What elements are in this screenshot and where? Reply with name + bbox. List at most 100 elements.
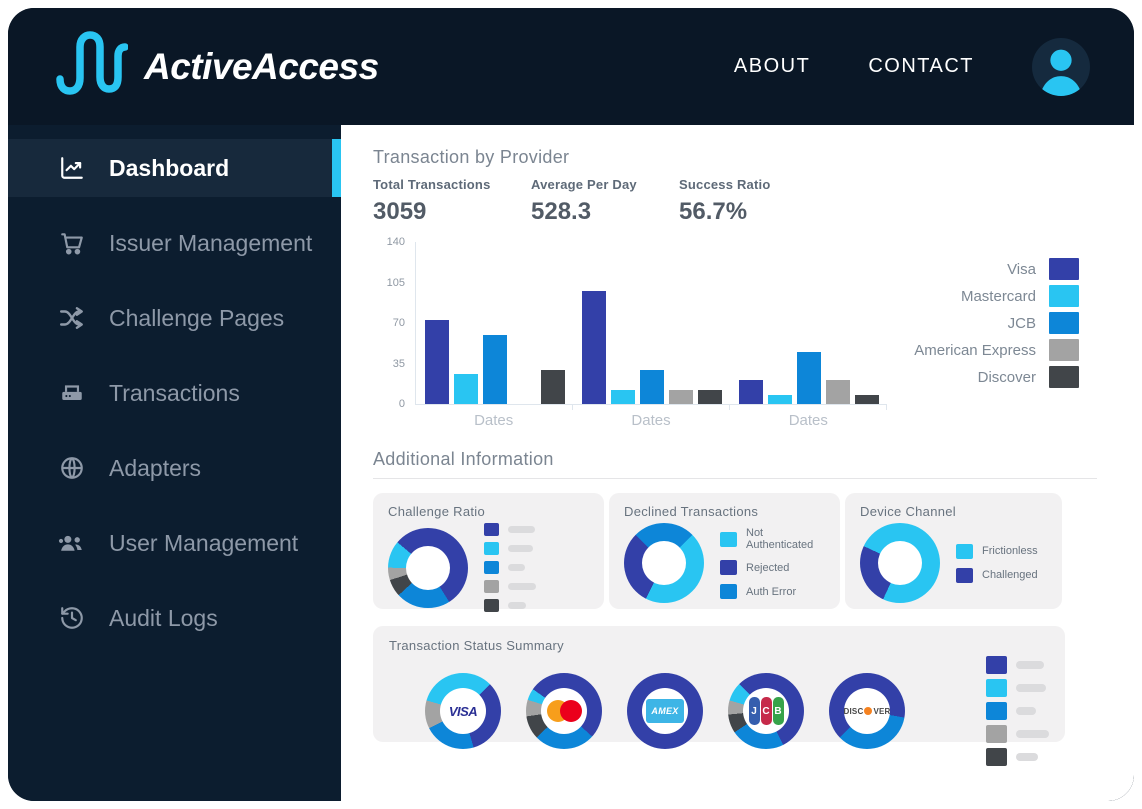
legend-swatch [720,560,737,575]
legend-item: Discover [978,366,1079,388]
sidebar-item-adapters[interactable]: Adapters [8,439,341,497]
brand[interactable]: ActiveAccess [52,27,379,106]
user-avatar[interactable] [1032,37,1090,96]
legend-swatch [720,584,737,599]
legend-item: Frictionless [956,543,1038,559]
axis-tick [571,404,573,410]
bar-jcb [482,334,507,404]
stats-row: Total Transactions 3059 Average Per Day … [373,177,1097,226]
donut-hole [642,541,686,585]
donut-hole: AMEX [642,688,688,734]
donut-hole [878,541,922,585]
legend-placeholder-bar [1016,684,1046,692]
nav-link-about[interactable]: ABOUT [733,55,811,77]
skeleton-legend-item [484,523,536,536]
skeleton-legend-item [484,580,536,593]
legend-swatch [484,599,499,612]
legend-item: Not Authenticated [720,527,825,551]
legend-label: Not Authenticated [746,527,814,551]
stat-value: 3059 [373,198,427,225]
axis-tick [886,404,887,410]
sidebar-item-dashboard[interactable]: Dashboard [8,139,341,197]
mastercard-logo [546,700,582,722]
legend-swatch [720,531,737,547]
skeleton-legend-item [986,679,1049,697]
y-axis-tick-label: 70 [392,317,405,329]
legend-label: Discover [977,368,1036,386]
brand-name: ActiveAccess [144,45,379,87]
amex-status-donut-chart: AMEX [627,673,703,749]
sidebar-item-challenge-pages[interactable]: Challenge Pages [8,289,341,347]
bar-discover [540,370,565,404]
legend-swatch [1049,339,1079,361]
sidebar-item-label: Transactions [109,379,240,406]
skeleton-legend-item [986,702,1049,720]
skeleton-legend-item [986,656,1049,674]
card-title: Transaction Status Summary [389,638,564,653]
nav-links: ABOUT CONTACT [733,37,1090,96]
legend-swatch [484,580,499,593]
nav-link-contact[interactable]: CONTACT [868,55,974,77]
donut-hole [541,688,587,734]
card-challenge-ratio: Challenge Ratio [373,493,604,612]
main-content: Transaction by Provider Total Transactio… [341,125,1134,801]
sidebar-item-label: Dashboard [109,154,230,181]
x-axis-label: Dates [631,412,671,429]
legend-item: Visa [1007,258,1079,280]
bar-chart: 0 35 70 105 140 Dates Dates Dates Visa Masterca… [373,236,1097,429]
stat-label: Success Ratio [679,177,771,192]
donut-hole: J C B [743,688,789,734]
donut-hole [406,545,450,590]
card-title: Device Channel [860,504,956,519]
users-icon [58,530,85,557]
sidebar: Dashboard Issuer Management Challenge Pa… [8,125,341,801]
sidebar-item-issuer-management[interactable]: Issuer Management [8,214,341,272]
sidebar-item-transactions[interactable]: Transactions [8,364,341,422]
bar-group [573,242,730,404]
bar-jcb [639,370,664,404]
plot-column: Dates Dates Dates [415,242,887,429]
bar-visa [738,379,763,404]
bar-group [730,242,887,404]
bar-mastercard [453,373,478,404]
additional-information-section: Additional Information [373,449,1097,479]
jcb-logo: J C B [748,697,784,725]
section-title-additional-information: Additional Information [373,449,554,469]
discover-logo: DISC VER [844,706,890,716]
skeleton-legend-item [484,542,536,555]
cart-icon [58,230,85,257]
declined-transactions-legend: Not Authenticated Rejected Auth Error [720,527,825,599]
y-axis-tick-label: 140 [386,236,405,248]
chart-line-icon [58,155,85,182]
history-icon [58,605,85,632]
legend-placeholder-bar [508,526,535,533]
stat-success-ratio: Success Ratio 56.7% [679,177,837,226]
legend-swatch [986,702,1007,720]
sidebar-item-audit-logs[interactable]: Audit Logs [8,589,341,647]
declined-transactions-donut-chart [624,523,704,603]
bar-plot [415,242,887,410]
y-axis: 0 35 70 105 140 [373,236,415,410]
app-window: ActiveAccess ABOUT CONTACT Dashboard [8,8,1134,801]
bar-mastercard [767,394,792,404]
donut-hole: DISC VER [844,688,890,734]
sidebar-item-user-management[interactable]: User Management [8,514,341,572]
legend-item: Rejected [720,560,825,575]
mastercard-status-donut-chart [526,673,602,749]
legend-item: Challenged [956,567,1038,583]
bar-visa [424,319,449,404]
challenge-ratio-legend [484,523,536,612]
status-summary-legend [986,656,1049,766]
legend-swatch [1049,258,1079,280]
card-title: Declined Transactions [624,504,759,519]
legend-swatch [484,561,499,574]
stat-value: 528.3 [531,198,592,225]
stat-value: 56.7% [679,198,748,225]
legend-placeholder-bar [508,545,533,552]
person-icon [1039,49,1083,96]
legend-swatch [986,725,1007,743]
skeleton-legend-item [484,599,536,612]
legend-swatch [484,523,499,536]
y-axis-tick-label: 35 [392,357,405,370]
transaction-status-summary-card: Transaction Status Summary VISA AMEX [373,626,1065,766]
